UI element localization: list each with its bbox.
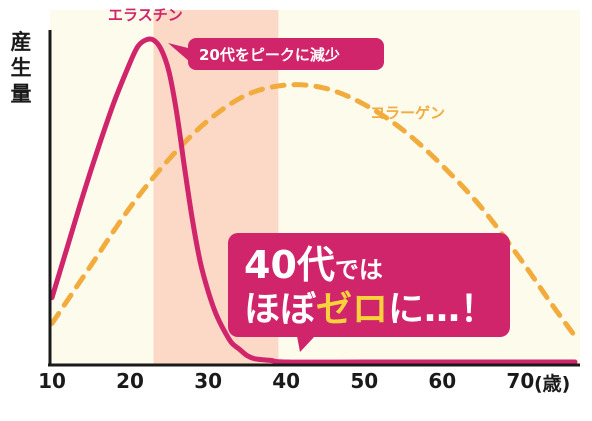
peak-callout-box: [188, 38, 384, 70]
elastin-curve: [49, 36, 578, 365]
x-tick-label: 20: [116, 369, 144, 393]
y-axis-label-char: 産: [10, 30, 32, 54]
zero-callout-ni: に…！: [388, 289, 497, 330]
x-tick-label: 10: [38, 369, 66, 393]
x-axis-unit: (歳): [534, 373, 571, 395]
peak-callout-text: 20代をピークに減少: [199, 46, 340, 64]
zero-callout-line1: 40代では: [244, 246, 383, 284]
zero-callout-hobo: ほぼ: [244, 289, 317, 330]
x-tick-label: 70: [506, 369, 535, 393]
zero-callout-zero: ゼロ: [316, 289, 389, 330]
x-tick-label: 40: [272, 369, 301, 393]
series-label-collagen: コラーゲン: [370, 104, 446, 122]
x-tick-label: 50: [350, 369, 379, 393]
y-axis-label-char: 生: [10, 56, 32, 80]
y-axis-label-char: 量: [10, 82, 32, 106]
zero-callout-40s: 40代: [244, 243, 335, 287]
zero-callout-line2: ほぼゼロに…！: [244, 292, 496, 328]
x-tick-label: 60: [428, 369, 457, 393]
x-tick-label: 30: [194, 369, 223, 393]
zero-callout-box: [228, 233, 510, 337]
series-label-elastin: エラスチン: [108, 6, 183, 24]
zero-callout-deha: では: [334, 256, 383, 284]
